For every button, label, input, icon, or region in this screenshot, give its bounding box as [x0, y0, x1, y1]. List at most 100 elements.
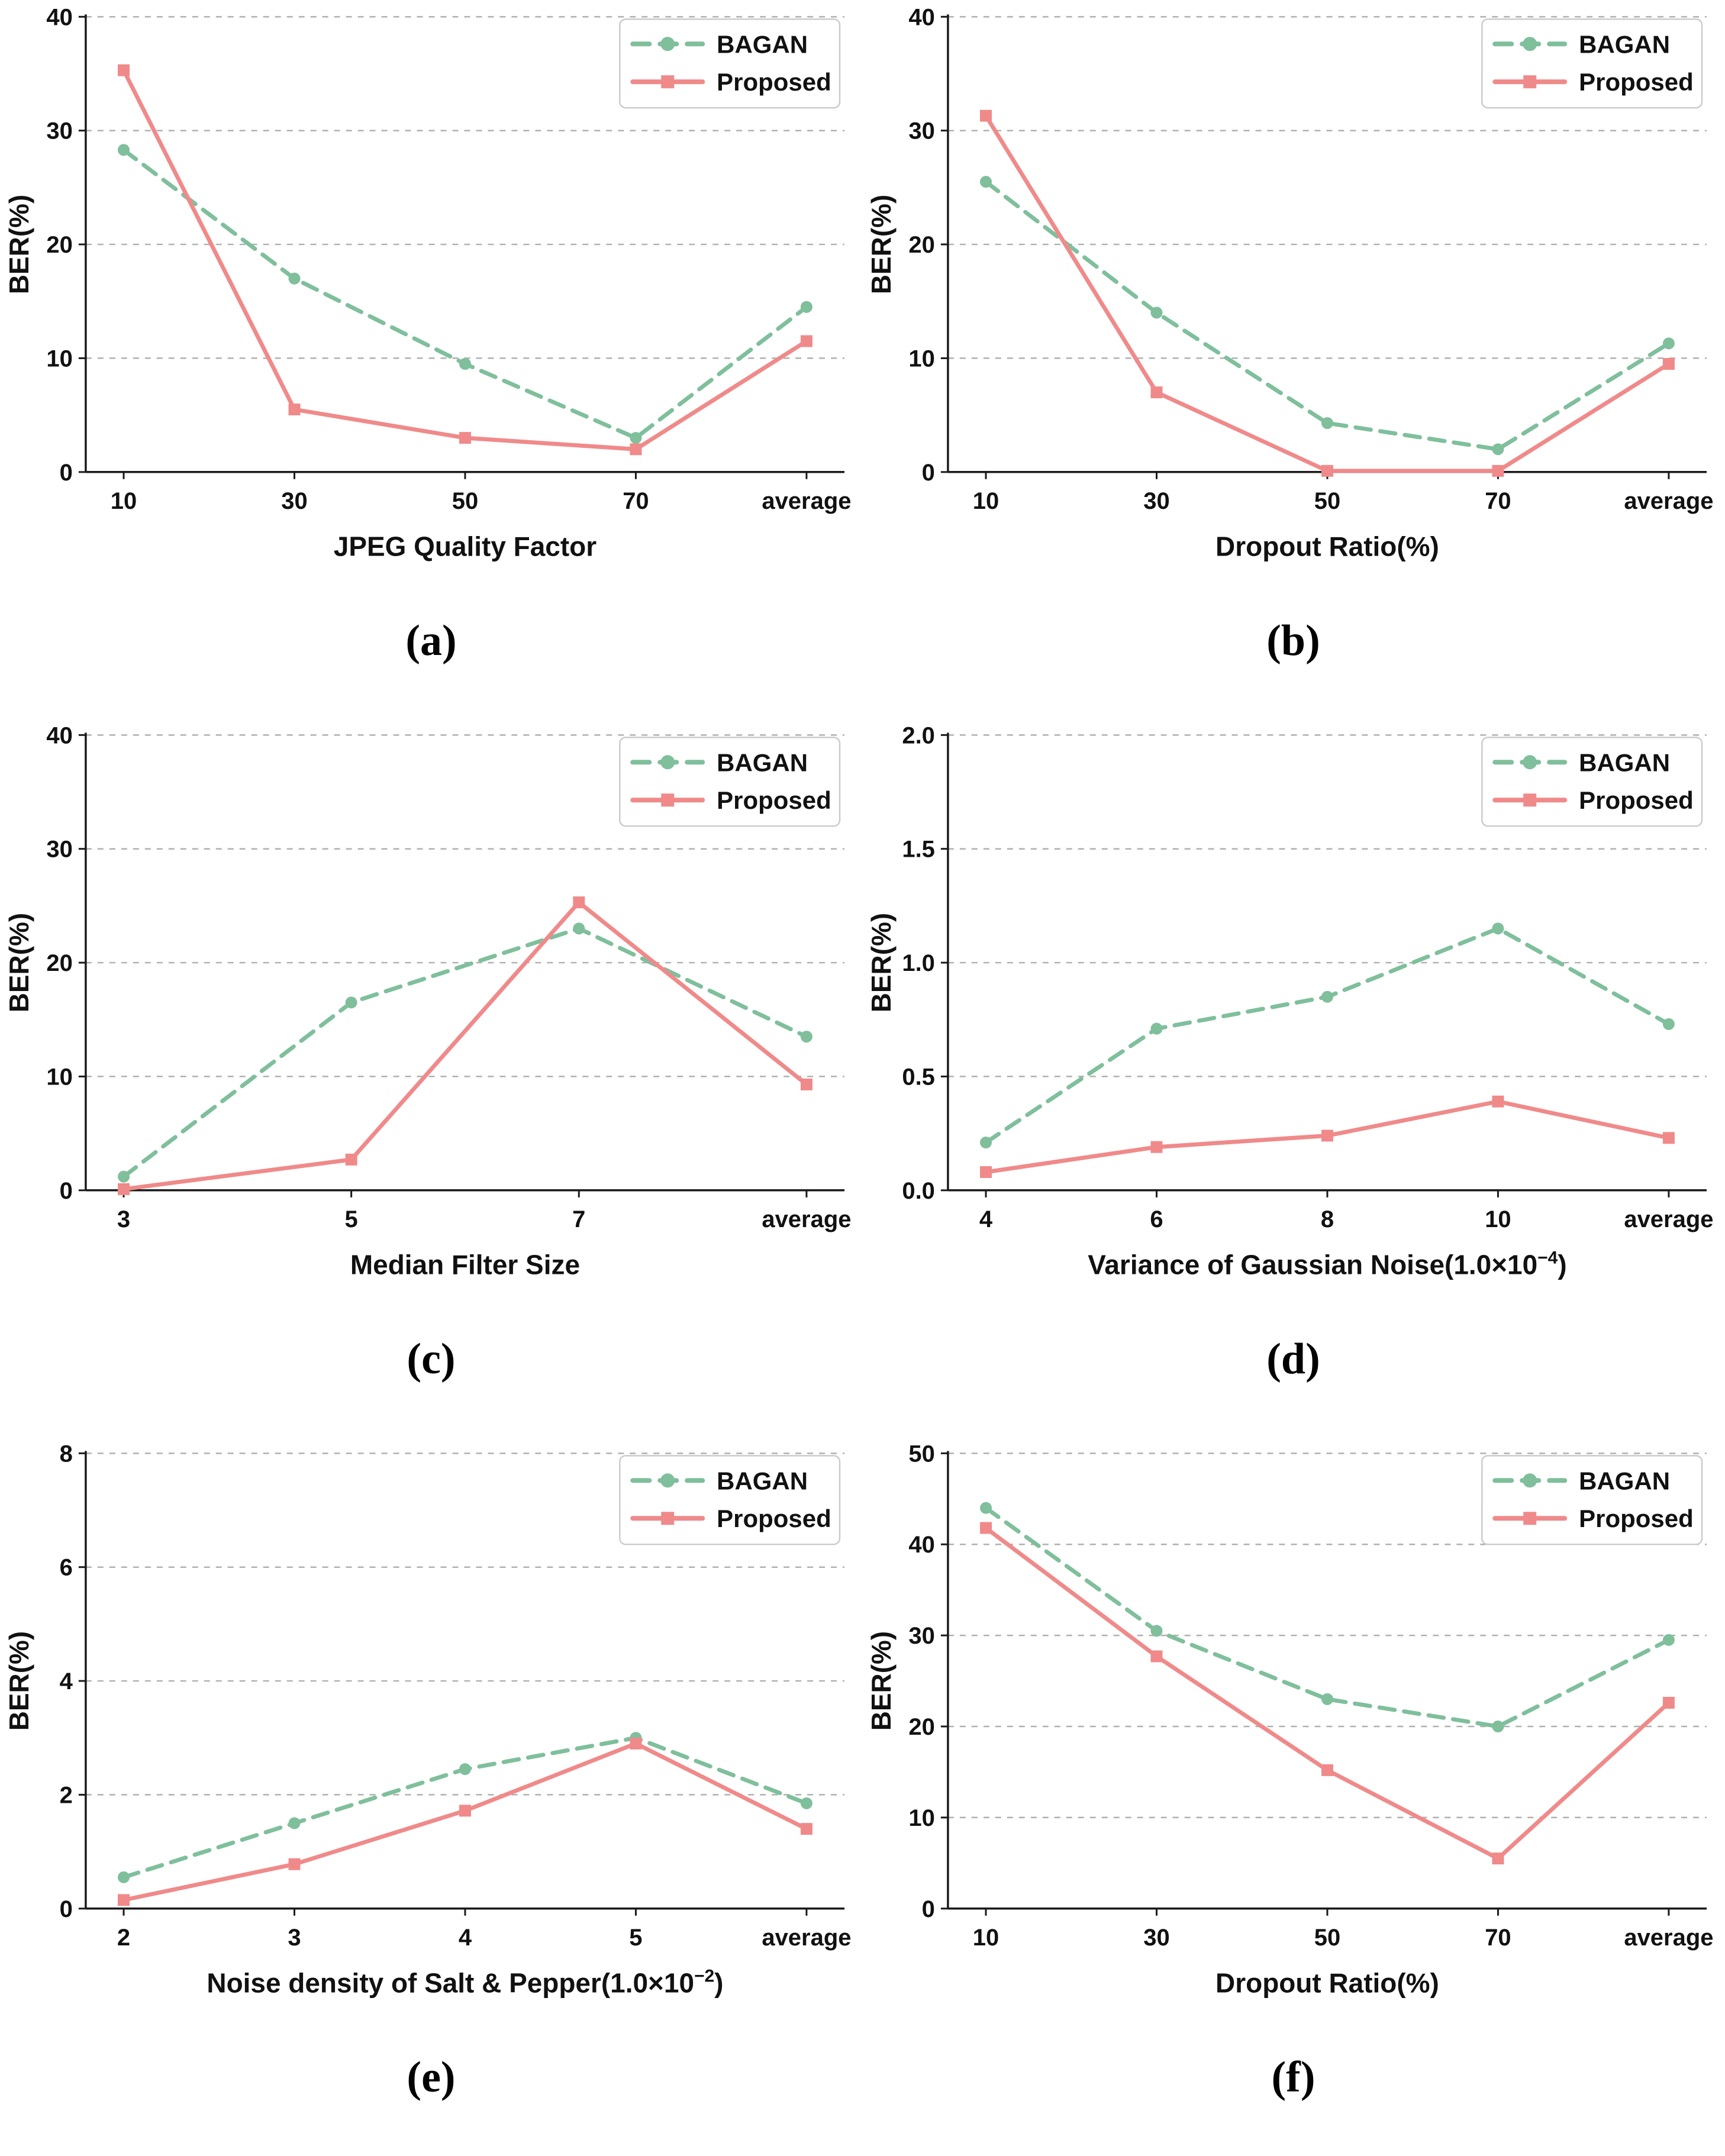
x-tick-label: average — [762, 1925, 851, 1951]
legend-box — [1481, 18, 1703, 109]
legend-label: Proposed — [1579, 786, 1694, 814]
marker-circle — [1150, 1022, 1163, 1035]
marker-circle — [980, 1137, 992, 1148]
y-tick-label: 40 — [46, 4, 72, 30]
y-tick-label: 0.0 — [902, 1178, 935, 1204]
legend-marker-circle — [660, 1473, 675, 1488]
x-tick-label: 5 — [629, 1925, 642, 1951]
marker-square — [980, 109, 992, 122]
y-tick-label: 30 — [908, 118, 934, 144]
y-tick-label: 40 — [908, 1532, 934, 1558]
marker-circle — [288, 1817, 301, 1829]
y-tick-label: 0.5 — [902, 1064, 935, 1090]
marker-square — [288, 1858, 301, 1870]
x-tick-label: average — [1624, 1925, 1713, 1951]
marker-circle — [288, 272, 301, 285]
legend-marker-circle — [660, 755, 675, 770]
series-line-proposed — [121, 900, 809, 1192]
marker-circle — [345, 996, 357, 1009]
y-tick-label: 10 — [908, 346, 934, 372]
y-axis-label: BER(%) — [4, 195, 34, 295]
marker-circle — [1662, 337, 1675, 350]
marker-square — [118, 1894, 130, 1906]
y-tick-label: 30 — [46, 118, 72, 144]
y-tick-label: 0 — [60, 460, 73, 486]
x-tick-label: average — [762, 488, 851, 514]
legend-label: BAGAN — [717, 1467, 808, 1495]
y-tick-label: 10 — [908, 1805, 934, 1831]
y-tick-label: 20 — [46, 232, 72, 258]
x-tick-label: 10 — [973, 1925, 999, 1951]
legend-box — [1481, 1455, 1703, 1545]
legend-marker-circle — [1523, 1473, 1537, 1488]
marker-square — [800, 1823, 812, 1835]
x-tick-label: 10 — [973, 488, 999, 514]
y-tick-label: 10 — [46, 1064, 72, 1090]
marker-square — [1150, 386, 1163, 399]
x-axis-label: Median Filter Size — [350, 1250, 580, 1280]
x-tick-label: 30 — [281, 488, 307, 514]
chart-panel-a: 0 10 20 30 40 10 30 50 70 average JPEG Quality Fac… — [0, 0, 862, 718]
legend-marker-square — [661, 75, 675, 89]
marker-square — [459, 432, 471, 444]
legend-box — [1481, 737, 1703, 827]
legend-label: Proposed — [717, 786, 831, 814]
y-axis-label: BER(%) — [866, 195, 897, 295]
series-line-bagan — [984, 1506, 1671, 1729]
legend-label: BAGAN — [1579, 30, 1670, 58]
marker-square — [980, 1522, 992, 1534]
line-chart-c: 0 10 20 30 40 3 5 7 average Median Filter Size BER… — [0, 718, 862, 1316]
x-tick-label: 10 — [1485, 1206, 1511, 1232]
legend-marker-circle — [660, 37, 675, 51]
caption-a: (a) — [405, 617, 457, 665]
x-tick-label: 30 — [1143, 1925, 1169, 1951]
marker-square — [1492, 1852, 1504, 1865]
x-tick-label: 70 — [623, 488, 649, 514]
legend-marker-square — [661, 793, 675, 807]
legend-label: Proposed — [1579, 68, 1694, 96]
marker-square — [118, 64, 130, 76]
x-axis-label: Noise density of Salt & Pepper(1.0×10−2) — [207, 1967, 723, 1999]
marker-circle — [800, 1031, 812, 1043]
marker-circle — [1150, 306, 1163, 319]
caption-f: (f) — [1271, 2053, 1315, 2102]
line-chart-a: 0 10 20 30 40 10 30 50 70 average JPEG Quality Fac… — [0, 0, 862, 598]
marker-square — [1492, 1095, 1504, 1108]
line-chart-b: 0 10 20 30 40 10 30 50 70 average Dropout Ratio(%)… — [862, 0, 1724, 598]
marker-square — [1321, 1129, 1333, 1142]
x-tick-label: 3 — [288, 1925, 301, 1951]
x-axis-label: Dropout Ratio(%) — [1215, 1968, 1439, 1999]
marker-circle — [1321, 1693, 1333, 1705]
marker-square — [630, 1737, 642, 1750]
x-tick-label: 70 — [1485, 488, 1511, 514]
legend-marker-square — [1523, 793, 1537, 807]
y-axis-label: BER(%) — [866, 1631, 897, 1731]
marker-circle — [459, 358, 471, 370]
x-tick-label: 70 — [1485, 1925, 1511, 1951]
marker-circle — [980, 1502, 992, 1514]
y-axis-label: BER(%) — [4, 1631, 34, 1731]
marker-square — [1321, 464, 1333, 477]
y-tick-label: 20 — [908, 232, 934, 258]
x-tick-label: 50 — [1314, 488, 1340, 514]
marker-circle — [459, 1763, 471, 1776]
y-tick-label: 1.5 — [902, 837, 935, 863]
x-axis-label: JPEG Quality Factor — [334, 531, 597, 562]
y-tick-label: 4 — [60, 1668, 73, 1695]
chart-panel-e: 0 2 4 6 8 2 3 4 5 average Noise density of Salt & … — [0, 1437, 862, 2155]
y-tick-label: 6 — [60, 1555, 73, 1581]
legend-label: BAGAN — [717, 748, 808, 776]
marker-square — [345, 1153, 357, 1166]
x-tick-label: 3 — [117, 1206, 130, 1232]
marker-circle — [630, 432, 642, 444]
line-chart-f: 0 10 20 30 40 50 10 30 50 70 average Dropout Ratio(… — [862, 1437, 1724, 2034]
y-axis-label: BER(%) — [866, 913, 897, 1013]
marker-square — [800, 1078, 812, 1090]
x-tick-label: 8 — [1321, 1206, 1334, 1232]
y-tick-label: 20 — [908, 1714, 934, 1740]
marker-square — [118, 1183, 130, 1195]
line-chart-e: 0 2 4 6 8 2 3 4 5 average Noise density of Salt & … — [0, 1437, 862, 2034]
y-tick-label: 0 — [60, 1896, 73, 1922]
marker-square — [288, 404, 301, 415]
